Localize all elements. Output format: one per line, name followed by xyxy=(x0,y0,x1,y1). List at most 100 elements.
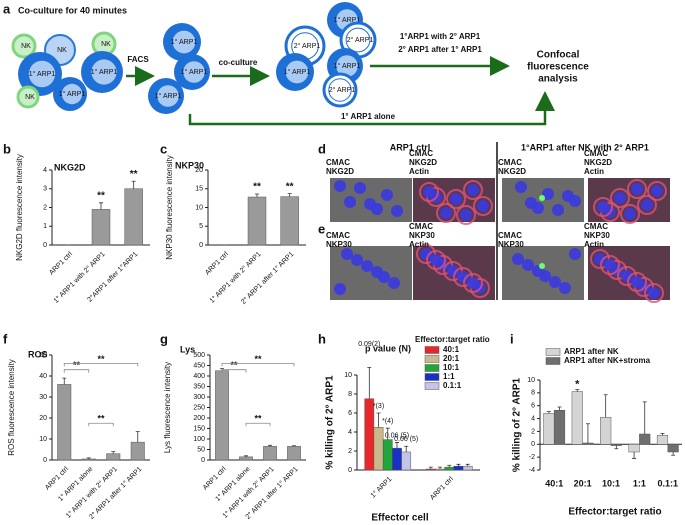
nucleus-stain xyxy=(597,201,609,213)
cell-label: 1° ARP1 xyxy=(171,38,198,46)
nucleus-stain xyxy=(467,277,479,289)
significance: ** xyxy=(97,414,105,424)
error-bar xyxy=(456,463,461,467)
x-tick-label: ARP1 ctrl xyxy=(429,475,455,501)
bar xyxy=(247,196,267,246)
stain-label: Actin xyxy=(409,240,429,249)
error-bar xyxy=(86,457,91,459)
nucleus-stain xyxy=(447,265,459,277)
y-tick-label: -4 xyxy=(529,467,535,474)
error-bar xyxy=(62,377,67,385)
nk-stain xyxy=(539,195,545,201)
chart-title: NKP30 xyxy=(175,160,204,170)
nucleus xyxy=(328,78,352,102)
arrow xyxy=(188,91,555,126)
error-bar xyxy=(367,367,372,399)
nucleus-stain xyxy=(440,207,452,219)
nucleus-stain xyxy=(391,205,403,217)
y-tick-label: 0 xyxy=(43,242,47,249)
x-axis-label: Effector:target ratio xyxy=(568,507,661,518)
nucleus-stain xyxy=(594,253,606,265)
significance: ** xyxy=(254,354,262,364)
y-tick-label: 2 xyxy=(43,204,47,211)
x-tick-label: 1:1 xyxy=(633,478,646,488)
nucleus-stain xyxy=(569,248,581,260)
actin-ring xyxy=(416,244,436,264)
nucleus-stain xyxy=(651,185,663,197)
bar xyxy=(543,413,555,445)
actin-ring xyxy=(446,189,466,209)
y-tick-label: 20 xyxy=(39,415,47,422)
bar xyxy=(435,468,445,471)
stain-label: CMAC xyxy=(584,149,608,158)
nucleus-stain xyxy=(457,271,469,283)
bar xyxy=(373,427,384,471)
y-tick-label: 2 xyxy=(348,448,352,455)
bar xyxy=(392,447,402,471)
significance: ** xyxy=(73,360,81,370)
panel-label: e xyxy=(318,221,325,236)
bar xyxy=(553,409,566,445)
y-tick-label: 50 xyxy=(39,352,47,359)
legend-label: 1:1 xyxy=(443,372,455,381)
bar xyxy=(91,209,111,246)
nucleus-stain xyxy=(364,198,376,210)
nucleus xyxy=(61,83,83,105)
stain-label: CMAC xyxy=(498,158,522,167)
nucleus-stain xyxy=(512,253,524,265)
y-tick-label: 0 xyxy=(43,457,47,464)
error-bar xyxy=(447,464,452,468)
x-tick-label: 40:1 xyxy=(545,478,563,488)
nucleus-stain xyxy=(420,248,432,260)
y-tick-label: 10 xyxy=(39,436,47,443)
y-tick-label: 8 xyxy=(531,390,535,397)
cell-label: 1° ARP1 xyxy=(334,16,361,24)
actin-ring xyxy=(590,249,610,269)
nucleus-stain xyxy=(467,184,479,196)
bracket xyxy=(88,422,114,427)
bar xyxy=(425,468,436,471)
nucleus-stain xyxy=(334,180,346,192)
bar xyxy=(444,466,455,471)
y-tick-label: 6 xyxy=(531,403,535,410)
stain-label: CMAC xyxy=(409,149,433,158)
y-tick-label: 350 xyxy=(193,383,205,390)
legend-title: Effector:target ratio xyxy=(415,335,490,344)
legend-swatch xyxy=(424,382,440,390)
bar xyxy=(610,444,622,446)
bar xyxy=(81,458,96,461)
bracket xyxy=(221,363,295,367)
significance: ** xyxy=(253,182,261,193)
coculture-label: co-culture xyxy=(219,58,258,67)
cell-label: 1° ARP1 xyxy=(334,62,361,70)
nucleus-stain xyxy=(354,182,366,194)
error-bar xyxy=(660,432,665,436)
bar xyxy=(600,417,612,445)
error-bar xyxy=(614,445,619,450)
nucleus-stain xyxy=(549,276,561,288)
nucleus-stain xyxy=(552,204,564,216)
cell-label: 1° ARP1 xyxy=(59,90,86,98)
result-label: analysis xyxy=(538,74,578,85)
error-bar xyxy=(671,452,676,456)
p-value: 0.06 (5) xyxy=(394,436,418,443)
significance: ** xyxy=(130,169,138,180)
nucleus-stain xyxy=(631,183,643,195)
panel-label: c xyxy=(160,141,167,156)
nucleus-stain xyxy=(351,254,363,266)
stain-label: CMAC xyxy=(498,231,522,240)
y-tick-label: 30 xyxy=(39,394,47,401)
bar xyxy=(239,456,253,461)
x-axis-label: Effector cell xyxy=(371,513,428,524)
cell-label: NK xyxy=(57,47,67,54)
y-axis-label: % killing of 2° ARP1 xyxy=(512,377,523,472)
bar xyxy=(667,444,679,453)
y-tick-label: 450 xyxy=(193,362,205,369)
y-tick-label: 0 xyxy=(531,441,535,448)
legend-label: 0.1:1 xyxy=(443,381,462,390)
nucleus-stain xyxy=(522,259,534,271)
annotation-title: p value (N) xyxy=(365,343,411,353)
error-bar xyxy=(632,452,637,459)
y-tick-label: 4 xyxy=(531,415,535,422)
y-tick-label: 5 xyxy=(199,223,203,230)
